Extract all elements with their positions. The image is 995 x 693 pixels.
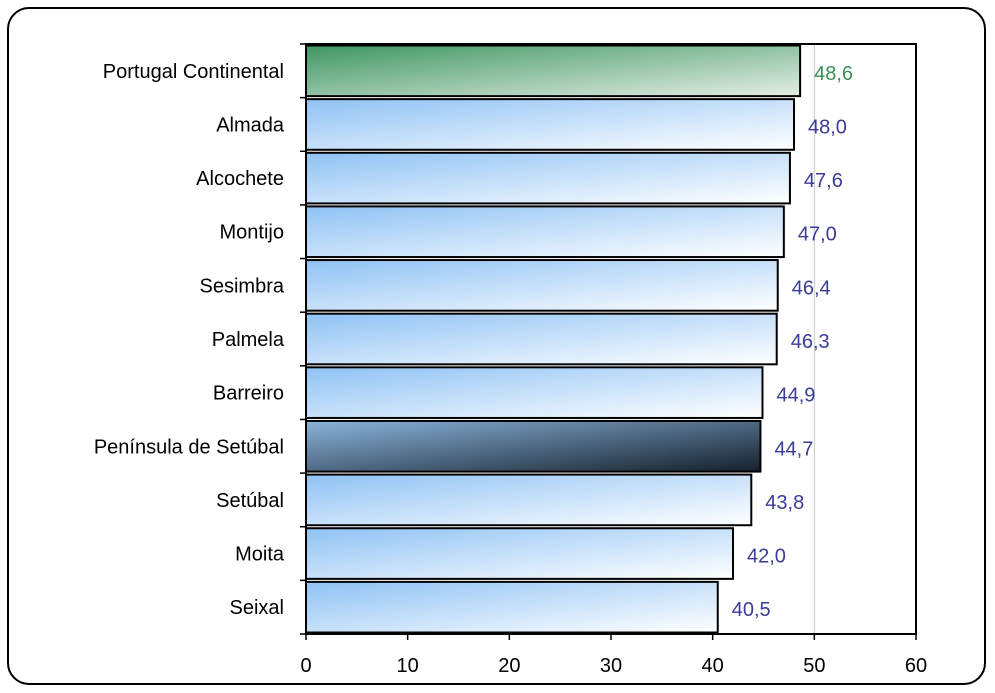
value-label-7: 44,9 xyxy=(776,385,815,407)
category-label-4: Montijo xyxy=(220,222,284,244)
x-tick-label-50: 50 xyxy=(803,655,825,677)
category-label-10: Moita xyxy=(235,544,285,566)
category-label-6: Palmela xyxy=(212,329,285,351)
category-label-3: Alcochete xyxy=(196,168,284,190)
category-label-1: Portugal Continental xyxy=(103,61,284,83)
value-label-10: 42,0 xyxy=(747,546,786,568)
value-label-3: 47,6 xyxy=(804,170,843,192)
value-label-8: 44,7 xyxy=(774,438,813,460)
bar-5 xyxy=(305,259,779,312)
bar-11 xyxy=(305,580,719,634)
x-tick-label-20: 20 xyxy=(498,655,520,677)
category-label-5: Sesimbra xyxy=(200,275,285,297)
value-label-1: 48,6 xyxy=(814,63,853,85)
category-label-2: Almada xyxy=(216,114,285,136)
x-tick-label-60: 60 xyxy=(905,655,927,677)
x-tick-label-0: 0 xyxy=(300,655,311,677)
value-label-5: 46,4 xyxy=(792,277,831,299)
value-label-2: 48,0 xyxy=(808,116,847,138)
category-label-8: Península de Setúbal xyxy=(94,436,284,458)
bar-6 xyxy=(305,312,778,366)
bar-2 xyxy=(305,98,795,151)
value-label-4: 47,0 xyxy=(798,224,837,246)
bar-9 xyxy=(305,473,753,527)
bar-8 xyxy=(305,419,762,473)
bar-1 xyxy=(305,44,802,98)
value-label-11: 40,5 xyxy=(732,599,771,621)
bar-7 xyxy=(305,366,764,419)
value-label-6: 46,3 xyxy=(791,331,830,353)
bar-4 xyxy=(305,205,785,259)
category-label-11: Seixal xyxy=(230,597,284,619)
category-label-7: Barreiro xyxy=(213,383,284,405)
category-label-9: Setúbal xyxy=(216,490,284,512)
x-tick-label-10: 10 xyxy=(397,655,419,677)
bar-3 xyxy=(305,151,791,205)
bar-10 xyxy=(305,527,734,580)
plot-area: Portugal Continental 48,6 Almada 48,0 Alcoch… xyxy=(94,43,927,677)
value-label-9: 43,8 xyxy=(765,492,804,514)
x-tick-label-30: 30 xyxy=(600,655,622,677)
x-tick-label-40: 40 xyxy=(702,655,724,677)
